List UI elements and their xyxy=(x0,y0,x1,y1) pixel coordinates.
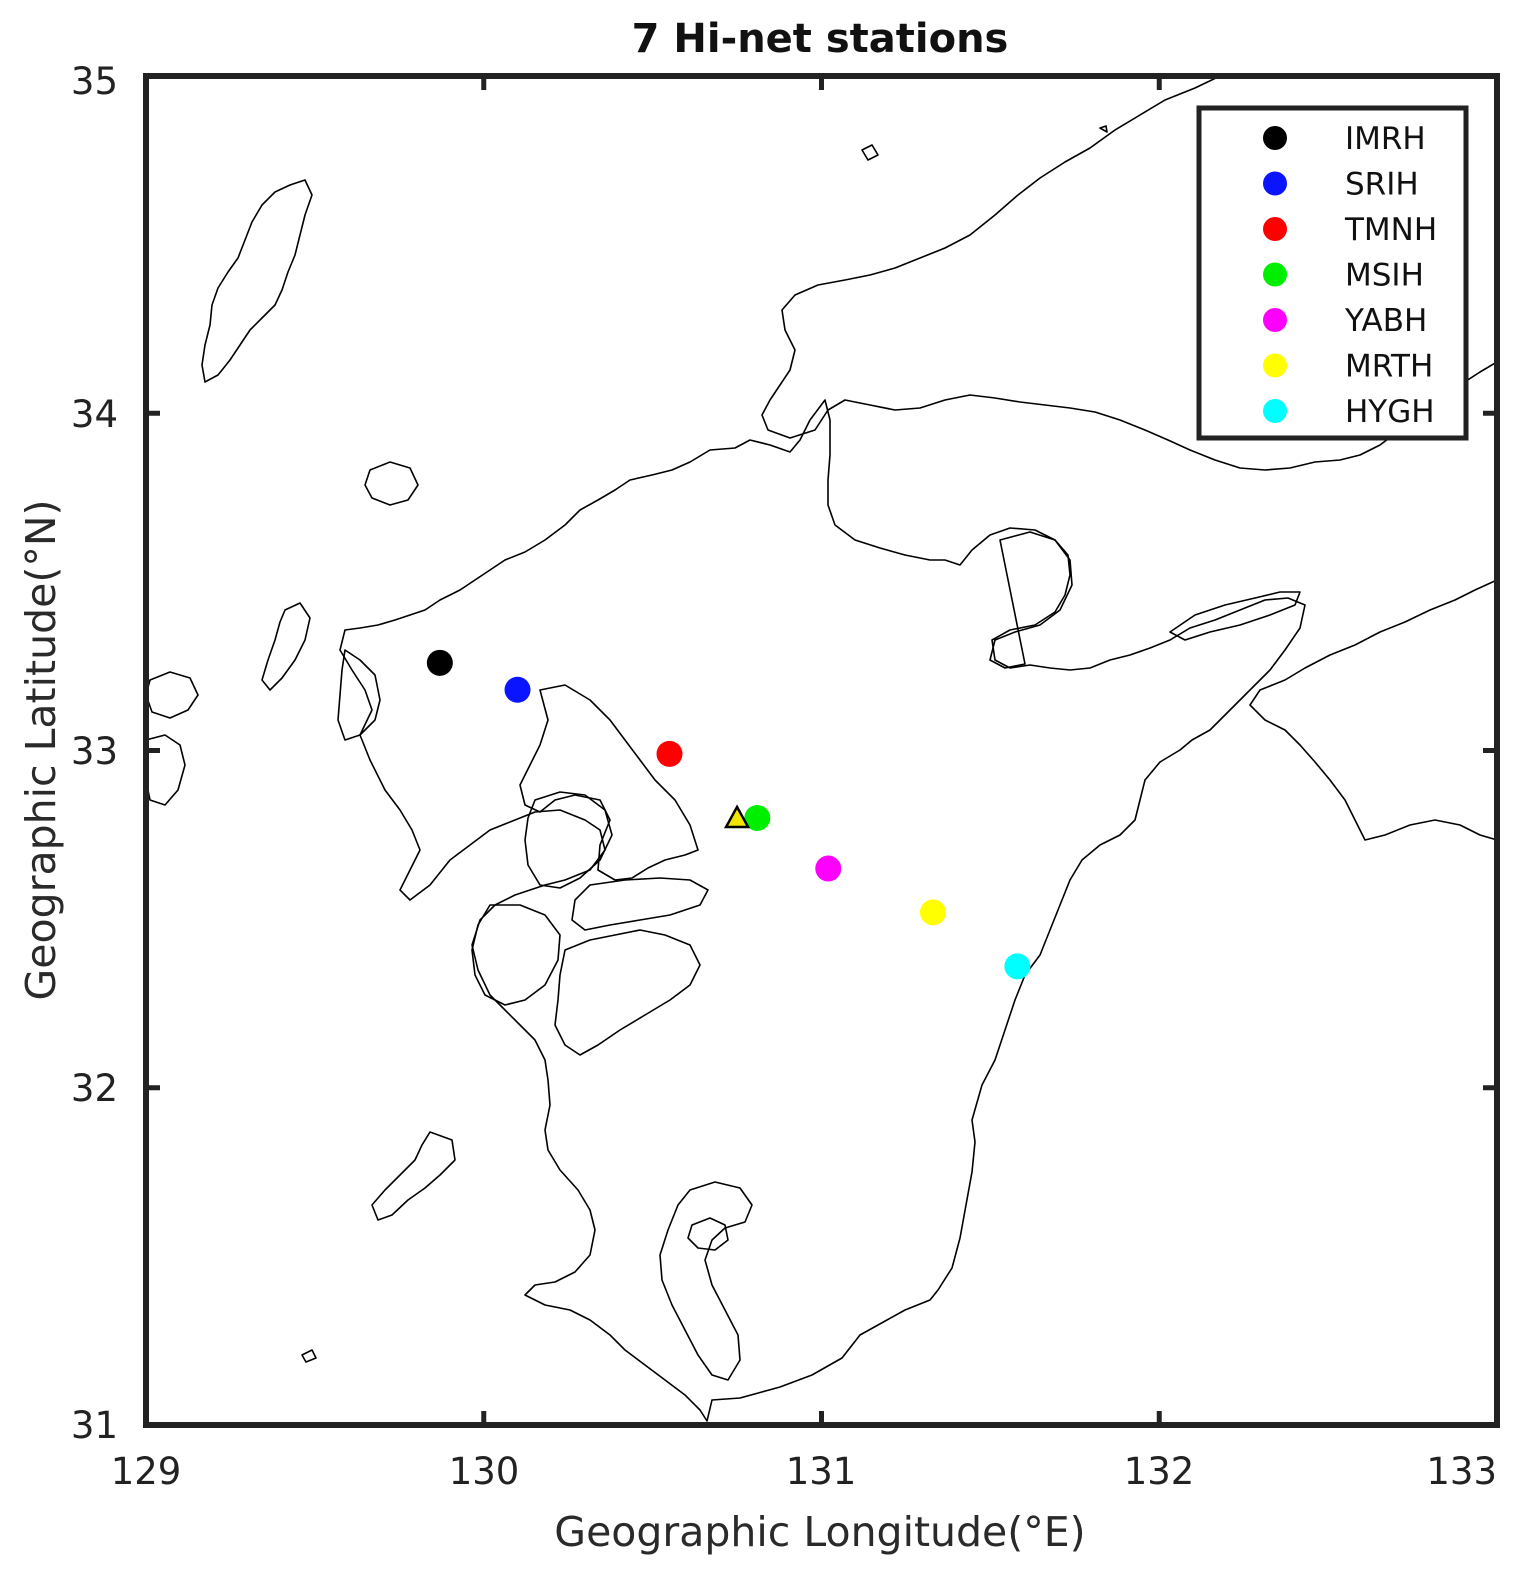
x-tick-label: 131 xyxy=(786,1450,857,1493)
legend-marker-imrh xyxy=(1263,126,1287,150)
tsushima-island xyxy=(201,179,313,383)
station-point-msih xyxy=(744,804,771,831)
sakurajima xyxy=(687,1217,729,1251)
y-tick-label: 34 xyxy=(71,393,118,436)
y-tick-label: 35 xyxy=(71,60,118,103)
legend-label-mrth: MRTH xyxy=(1345,349,1433,385)
legend-marker-msih xyxy=(1263,262,1287,287)
legend-label-imrh: IMRH xyxy=(1345,121,1426,157)
x-axis-label: Geographic Longitude(°E) xyxy=(554,1508,1085,1556)
legend-label-hygh: HYGH xyxy=(1345,394,1435,430)
hirado-island xyxy=(261,602,311,691)
amakusa-island-1 xyxy=(471,904,561,1006)
legend-label-srih: SRIH xyxy=(1345,167,1419,203)
iki-island xyxy=(364,461,419,506)
koshikijima-island xyxy=(371,1131,456,1221)
y-tick-label: 31 xyxy=(71,1404,118,1447)
station-point-hygh xyxy=(1004,953,1031,980)
islet-3 xyxy=(1099,125,1108,133)
legend-label-msih: MSIH xyxy=(1345,258,1424,294)
station-markers xyxy=(426,649,1031,980)
honshu-coastline xyxy=(761,76,1497,471)
ariake-sea-outline xyxy=(519,684,699,881)
kagoshima-bay xyxy=(659,1181,753,1381)
sadamisaki-peninsula xyxy=(1169,591,1301,641)
station-point-mrth xyxy=(919,899,946,926)
nagasaki-peninsula xyxy=(337,649,381,741)
islet-2 xyxy=(301,1349,317,1363)
chart-title: 7 Hi-net stations xyxy=(632,16,1009,62)
coastline-map xyxy=(146,76,1497,1422)
legend-box xyxy=(1196,105,1469,441)
station-point-tmnh xyxy=(656,740,683,767)
uto-peninsula xyxy=(571,877,709,931)
x-tick-label: 129 xyxy=(111,1450,182,1493)
x-tick-labels: 129 130 131 132 133 xyxy=(111,1450,1497,1493)
source-triangle-marker xyxy=(723,804,751,829)
legend-items: IMRH SRIH TMNH MSIH YABH MRTH HYGH xyxy=(1263,121,1437,430)
legend-marker-mrth xyxy=(1263,353,1287,378)
goto-island xyxy=(146,671,199,719)
legend-marker-srih xyxy=(1263,171,1287,196)
shikoku-coastline xyxy=(1249,579,1497,841)
shimabara-peninsula xyxy=(524,791,613,889)
amakusa-island-2 xyxy=(554,929,701,1056)
y-tick-labels: 31 32 33 34 35 xyxy=(71,60,118,1447)
kunisaki-peninsula xyxy=(989,531,1073,669)
legend-marker-hygh xyxy=(1263,399,1287,423)
station-point-imrh xyxy=(426,649,453,676)
y-tick-label: 33 xyxy=(71,730,118,773)
y-tick-label: 32 xyxy=(71,1067,118,1110)
kyushu-coastline xyxy=(339,399,1306,1422)
goto-island-2 xyxy=(146,734,186,806)
legend-marker-tmnh xyxy=(1263,217,1287,241)
y-axis-label: Geographic Latitude(°N) xyxy=(17,500,65,1001)
station-point-srih xyxy=(504,676,531,703)
axis-ticks xyxy=(143,73,1500,1428)
x-tick-label: 133 xyxy=(1426,1450,1497,1493)
x-tick-label: 130 xyxy=(449,1450,520,1493)
legend: IMRH SRIH TMNH MSIH YABH MRTH HYGH xyxy=(1196,105,1469,441)
legend-marker-yabh xyxy=(1263,308,1287,332)
legend-label-tmnh: TMNH xyxy=(1344,212,1437,248)
islet-1 xyxy=(861,144,879,161)
x-tick-label: 132 xyxy=(1124,1450,1195,1493)
station-point-yabh xyxy=(815,855,842,882)
legend-label-yabh: YABH xyxy=(1344,303,1427,339)
